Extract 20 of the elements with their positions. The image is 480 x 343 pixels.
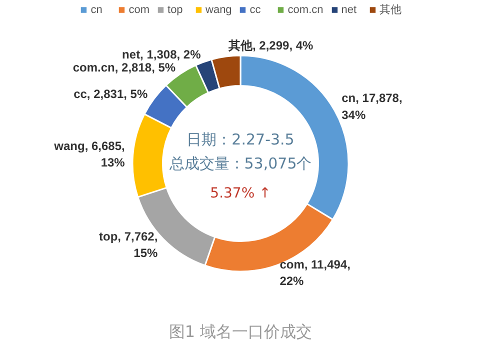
data-label: wang, 6,685, 13% <box>53 138 126 170</box>
data-label: com.cn, 2,818, 5% <box>72 60 176 74</box>
caption: 图1 域名一口价成交 <box>168 322 312 341</box>
data-label: net, 1,308, 2% <box>122 48 202 62</box>
text: 日期：2.27-3.5 <box>186 130 294 148</box>
legend-label: top <box>168 4 184 16</box>
legend-label: com <box>128 4 150 16</box>
text: 5.37% ↑ <box>210 186 271 202</box>
text: 总成交量：53,075个 <box>168 154 312 172</box>
data-label: cc, 2,831, 5% <box>74 86 148 101</box>
data-label: top, 7,762, 15% <box>99 229 158 260</box>
data-label: cn, 17,878, 34% <box>342 91 402 122</box>
legend-label: com.cn <box>288 4 324 16</box>
data-label: 其他, 2,299, 4% <box>228 38 314 52</box>
legend-label: 其他 <box>379 3 402 17</box>
data-label: com, 11,494, 22% <box>280 257 350 288</box>
legend-label: cn <box>90 4 104 16</box>
legend-label: wang <box>206 4 232 16</box>
legend-label: cc <box>250 4 262 16</box>
legend-label: net <box>341 4 358 16</box>
